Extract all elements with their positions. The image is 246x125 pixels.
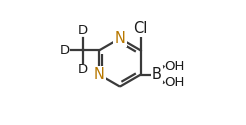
Text: OH: OH [164,60,184,73]
Text: D: D [78,63,88,76]
Text: B: B [152,67,162,82]
Text: Cl: Cl [134,21,148,36]
Text: N: N [93,67,105,82]
Text: D: D [60,44,70,57]
Text: OH: OH [164,76,184,89]
Text: D: D [78,24,88,38]
Text: N: N [114,31,125,46]
